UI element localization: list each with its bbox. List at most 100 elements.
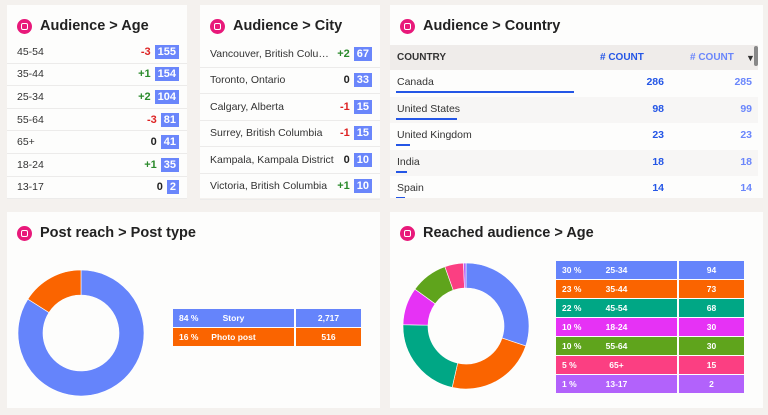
country-name: United Kingdom <box>397 129 472 141</box>
legend-value: 94 <box>679 261 744 279</box>
list-item: Calgary, Alberta -1 15 <box>200 94 380 121</box>
table-row[interactable]: Canada 286 285 <box>390 70 758 96</box>
count-bar <box>396 117 457 120</box>
item-label: 35-44 <box>17 68 44 81</box>
instagram-icon <box>400 225 415 241</box>
item-delta: -3 <box>140 45 151 58</box>
legend-percent: 10 % <box>562 341 582 351</box>
donut-slice-35-44[interactable] <box>451 337 527 390</box>
count-value-previous: 285 <box>734 76 752 88</box>
item-value-badge: 154 <box>154 67 179 82</box>
donut-slice-story[interactable] <box>17 269 145 397</box>
item-delta: -3 <box>146 113 157 126</box>
column-count-sorted[interactable]: # COUNT <box>690 52 734 63</box>
legend-category: Story <box>222 313 245 323</box>
audience-age-card: Audience > Age 45-54 -3 155 35-44 +1 154 25-34… <box>7 5 187 200</box>
legend-category: 13-17 <box>605 379 628 389</box>
legend-row[interactable]: 84 % Story 2,717 <box>173 309 361 327</box>
legend-percent: 30 % <box>562 265 582 275</box>
donut-slice-45-54[interactable] <box>402 324 459 388</box>
list-item: 18-24 +1 35 <box>7 154 187 177</box>
legend-row[interactable]: 5 % 65+ 15 <box>556 356 744 374</box>
count-value: 18 <box>652 155 664 168</box>
item-value-badge: 67 <box>353 46 372 61</box>
reached-age-donut-chart <box>402 262 530 390</box>
country-name: Canada <box>397 76 434 88</box>
legend-row[interactable]: 10 % 18-24 30 <box>556 318 744 336</box>
instagram-icon <box>210 18 225 34</box>
country-name: United States <box>397 102 461 115</box>
count-value: 14 <box>652 182 664 194</box>
item-value-badge: 41 <box>160 135 179 150</box>
item-label: Vancouver, British Columbia <box>210 47 338 60</box>
donut-slice-25-34[interactable] <box>465 262 530 347</box>
instagram-icon <box>400 18 415 34</box>
reached-age-legend: 30 % 25-34 94 23 % 35-44 73 22 % 45-54 68 10 % 18-… <box>556 261 744 394</box>
legend-percent: 1 % <box>562 379 577 389</box>
item-value-badge: 155 <box>154 44 179 59</box>
item-value-badge: 15 <box>353 126 372 141</box>
card-title: Post reach > Post type <box>40 225 196 241</box>
count-value: 286 <box>646 76 664 88</box>
legend-row[interactable]: 1 % 13-17 2 <box>556 375 744 393</box>
legend-row[interactable]: 10 % 55-64 30 <box>556 337 744 355</box>
list-item: Vancouver, British Columbia +2 67 <box>200 41 380 68</box>
count-value: 98 <box>652 102 664 115</box>
item-label: Toronto, Ontario <box>210 74 286 87</box>
legend-value: 2 <box>679 375 744 393</box>
country-name: India <box>397 155 420 168</box>
legend-percent: 23 % <box>562 284 582 294</box>
post-type-card: Post reach > Post type 84 % Story 2,717 16 … <box>7 212 380 408</box>
list-item: Kampala, Kampala District 0 10 <box>200 147 380 174</box>
list-item: Surrey, British Columbia -1 15 <box>200 121 380 147</box>
item-label: Kampala, Kampala District <box>210 153 334 166</box>
list-item: 45-54 -3 155 <box>7 41 187 64</box>
item-label: 45-54 <box>17 45 44 58</box>
legend-category: 25-34 <box>605 265 628 275</box>
country-name: Spain <box>397 182 424 194</box>
item-label: Surrey, British Columbia <box>210 127 323 140</box>
item-value-badge: 104 <box>154 89 179 104</box>
legend-row[interactable]: 16 % Photo post 516 <box>173 328 361 346</box>
legend-row[interactable]: 23 % 35-44 73 <box>556 280 744 298</box>
legend-row[interactable]: 22 % 45-54 68 <box>556 299 744 317</box>
legend-category: 18-24 <box>605 322 628 332</box>
list-item: 55-64 -3 81 <box>7 109 187 132</box>
legend-percent: 16 % <box>179 332 199 342</box>
item-label: 55-64 <box>17 113 44 126</box>
count-bar <box>396 170 408 173</box>
item-label: Victoria, British Columbia <box>210 180 328 193</box>
table-row[interactable]: Spain 14 14 <box>390 176 758 198</box>
table-row[interactable]: India 18 18 <box>390 149 758 176</box>
item-value-badge: 33 <box>353 73 372 88</box>
legend-category: 35-44 <box>605 284 628 294</box>
legend-value: 15 <box>679 356 744 374</box>
list-item: 35-44 +1 154 <box>7 64 187 87</box>
count-value-previous: 99 <box>740 102 752 115</box>
donut-slice-13-17[interactable] <box>463 262 467 289</box>
item-label: 18-24 <box>17 158 44 171</box>
donut-slice-photo-post[interactable] <box>27 269 82 313</box>
legend-percent: 84 % <box>179 313 199 323</box>
item-label: 65+ <box>17 136 35 149</box>
item-delta: 0 <box>156 181 163 194</box>
legend-category: 55-64 <box>605 341 628 351</box>
column-count[interactable]: # COUNT <box>600 52 644 63</box>
instagram-icon <box>17 225 32 241</box>
card-title: Audience > Age <box>40 18 149 34</box>
item-label: Calgary, Alberta <box>210 100 284 113</box>
item-delta: +2 <box>337 47 350 60</box>
legend-category: 65+ <box>609 360 624 370</box>
column-country[interactable]: COUNTRY <box>397 52 447 63</box>
card-title: Audience > Country <box>423 18 561 34</box>
count-value-previous: 14 <box>740 182 752 194</box>
scrollbar[interactable] <box>754 46 758 66</box>
sort-desc-icon[interactable]: ▼ <box>746 52 755 63</box>
legend-row[interactable]: 30 % 25-34 94 <box>556 261 744 279</box>
item-label: 13-17 <box>17 181 44 194</box>
reached-age-card: Reached audience > Age 30 % 25-34 94 23 % 35… <box>390 212 763 408</box>
table-row[interactable]: United States 98 99 <box>390 96 758 123</box>
list-item: 65+ 0 41 <box>7 131 187 154</box>
card-title: Audience > City <box>233 18 343 34</box>
table-row[interactable]: United Kingdom 23 23 <box>390 123 758 149</box>
